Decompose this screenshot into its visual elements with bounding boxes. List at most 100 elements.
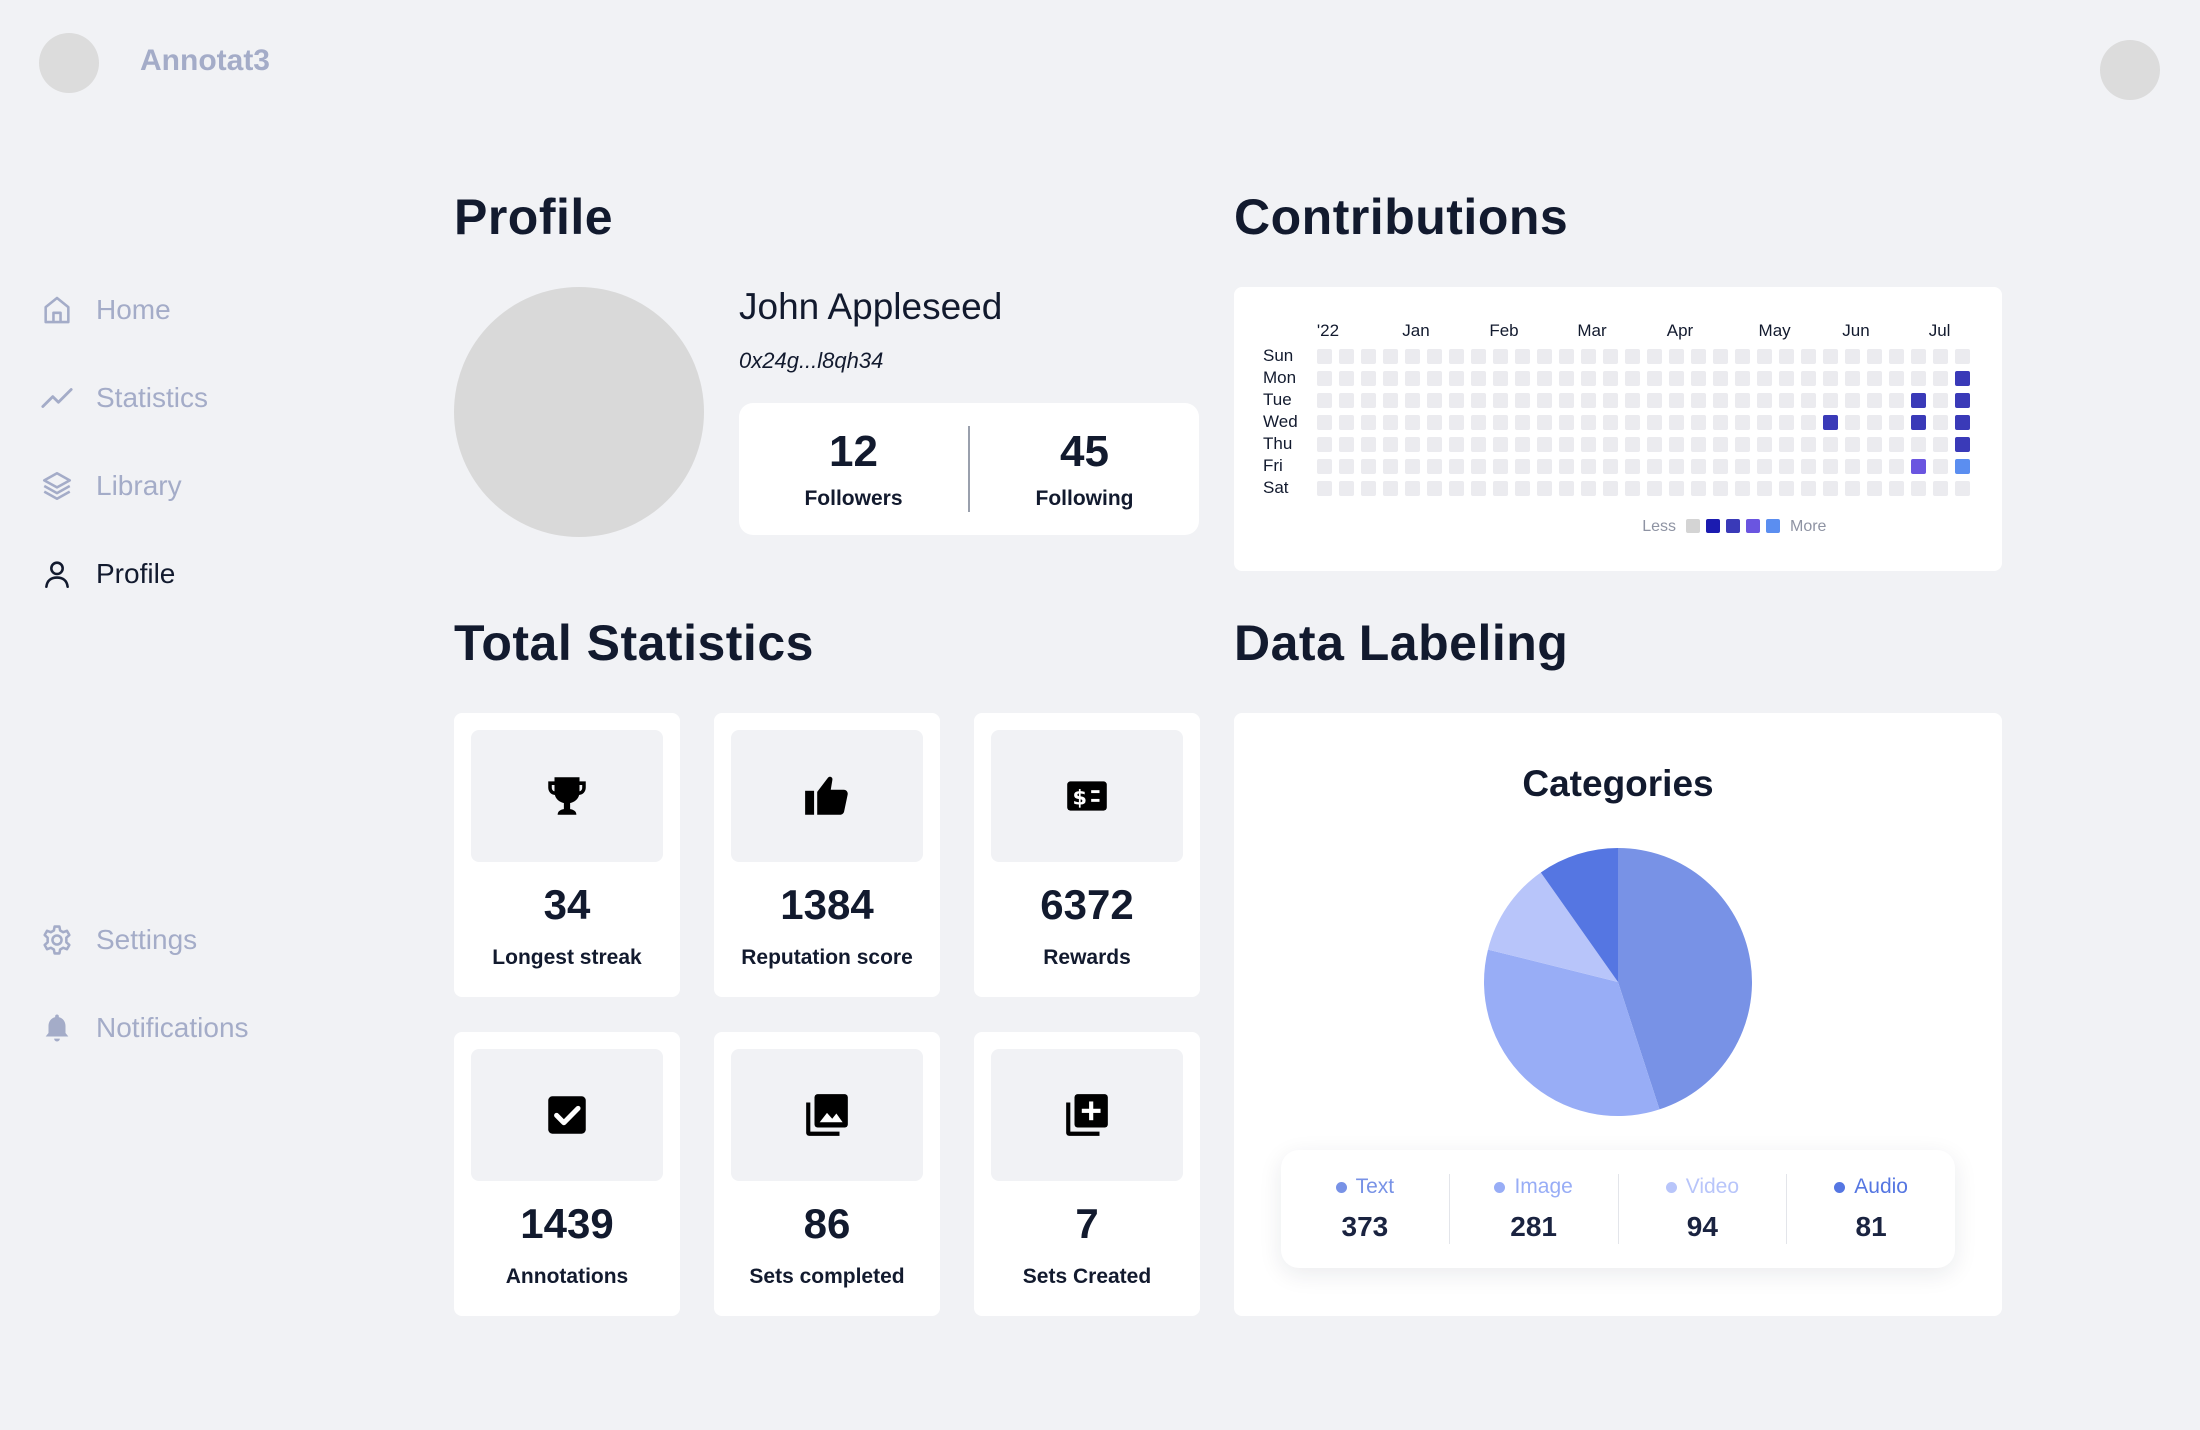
contribution-cell[interactable] — [1735, 349, 1750, 364]
contribution-cell[interactable] — [1471, 481, 1486, 496]
contribution-cell[interactable] — [1801, 481, 1816, 496]
contribution-cell[interactable] — [1691, 349, 1706, 364]
contribution-cell[interactable] — [1867, 371, 1882, 386]
pie-slice-audio[interactable] — [1540, 848, 1618, 982]
contribution-cell[interactable] — [1801, 349, 1816, 364]
contribution-cell[interactable] — [1339, 437, 1354, 452]
contribution-cell[interactable] — [1383, 393, 1398, 408]
contribution-cell[interactable] — [1603, 437, 1618, 452]
contribution-cell[interactable] — [1691, 415, 1706, 430]
contribution-cell[interactable] — [1537, 459, 1552, 474]
contribution-cell[interactable] — [1405, 459, 1420, 474]
contribution-cell[interactable] — [1669, 415, 1684, 430]
contribution-cell[interactable] — [1603, 349, 1618, 364]
contribution-cell[interactable] — [1339, 371, 1354, 386]
contribution-cell[interactable] — [1339, 459, 1354, 474]
contribution-cell[interactable] — [1801, 415, 1816, 430]
contribution-cell[interactable] — [1713, 481, 1728, 496]
contribution-cell[interactable] — [1581, 481, 1596, 496]
contribution-cell[interactable] — [1845, 349, 1860, 364]
contribution-cell[interactable] — [1823, 459, 1838, 474]
contribution-cell[interactable] — [1757, 415, 1772, 430]
contribution-cell[interactable] — [1471, 459, 1486, 474]
contribution-cell[interactable] — [1317, 437, 1332, 452]
contribution-cell[interactable] — [1559, 415, 1574, 430]
contribution-cell[interactable] — [1933, 437, 1948, 452]
contribution-cell[interactable] — [1515, 459, 1530, 474]
contribution-cell[interactable] — [1779, 393, 1794, 408]
contribution-cell[interactable] — [1845, 437, 1860, 452]
sidebar-item-settings[interactable]: Settings — [40, 923, 197, 957]
contribution-cell[interactable] — [1757, 459, 1772, 474]
contribution-cell[interactable] — [1317, 459, 1332, 474]
contribution-cell[interactable] — [1845, 481, 1860, 496]
contribution-cell[interactable] — [1735, 459, 1750, 474]
contribution-cell[interactable] — [1581, 415, 1596, 430]
contribution-cell[interactable] — [1471, 349, 1486, 364]
contribution-cell[interactable] — [1955, 437, 1970, 452]
contribution-cell[interactable] — [1603, 371, 1618, 386]
contribution-cell[interactable] — [1361, 371, 1376, 386]
contribution-cell[interactable] — [1823, 481, 1838, 496]
contribution-cell[interactable] — [1559, 437, 1574, 452]
contribution-cell[interactable] — [1911, 415, 1926, 430]
contribution-cell[interactable] — [1559, 481, 1574, 496]
contribution-cell[interactable] — [1801, 371, 1816, 386]
contribution-cell[interactable] — [1713, 349, 1728, 364]
contribution-cell[interactable] — [1515, 349, 1530, 364]
contribution-cell[interactable] — [1713, 415, 1728, 430]
contribution-cell[interactable] — [1933, 371, 1948, 386]
sidebar-item-profile[interactable]: Profile — [40, 557, 175, 591]
contribution-cell[interactable] — [1823, 415, 1838, 430]
contribution-cell[interactable] — [1383, 371, 1398, 386]
contribution-cell[interactable] — [1625, 393, 1640, 408]
contribution-cell[interactable] — [1537, 415, 1552, 430]
contribution-cell[interactable] — [1625, 371, 1640, 386]
contribution-cell[interactable] — [1867, 349, 1882, 364]
contribution-cell[interactable] — [1581, 393, 1596, 408]
contribution-cell[interactable] — [1779, 415, 1794, 430]
contribution-cell[interactable] — [1889, 437, 1904, 452]
contribution-cell[interactable] — [1823, 371, 1838, 386]
contribution-cell[interactable] — [1779, 459, 1794, 474]
contribution-cell[interactable] — [1911, 481, 1926, 496]
app-logo[interactable] — [39, 33, 99, 93]
contribution-cell[interactable] — [1449, 371, 1464, 386]
contribution-cell[interactable] — [1339, 349, 1354, 364]
contribution-cell[interactable] — [1955, 371, 1970, 386]
sidebar-item-home[interactable]: Home — [40, 293, 171, 327]
followers-stat[interactable]: 12 Followers — [739, 427, 968, 511]
following-stat[interactable]: 45 Following — [970, 427, 1199, 511]
contribution-cell[interactable] — [1757, 393, 1772, 408]
contribution-cell[interactable] — [1515, 393, 1530, 408]
contribution-cell[interactable] — [1779, 371, 1794, 386]
contribution-cell[interactable] — [1867, 393, 1882, 408]
contribution-cell[interactable] — [1757, 349, 1772, 364]
contribution-cell[interactable] — [1537, 349, 1552, 364]
contribution-cell[interactable] — [1911, 349, 1926, 364]
contribution-cell[interactable] — [1933, 459, 1948, 474]
contribution-cell[interactable] — [1647, 349, 1662, 364]
contribution-cell[interactable] — [1515, 371, 1530, 386]
contribution-cell[interactable] — [1933, 393, 1948, 408]
contribution-cell[interactable] — [1955, 415, 1970, 430]
contribution-cell[interactable] — [1427, 371, 1442, 386]
contribution-cell[interactable] — [1603, 415, 1618, 430]
contribution-cell[interactable] — [1493, 415, 1508, 430]
contribution-cell[interactable] — [1669, 371, 1684, 386]
contribution-cell[interactable] — [1427, 393, 1442, 408]
sidebar-item-statistics[interactable]: Statistics — [40, 381, 208, 415]
contribution-cell[interactable] — [1559, 349, 1574, 364]
contribution-cell[interactable] — [1361, 415, 1376, 430]
contribution-cell[interactable] — [1361, 459, 1376, 474]
contribution-cell[interactable] — [1493, 349, 1508, 364]
contribution-cell[interactable] — [1647, 437, 1662, 452]
contribution-cell[interactable] — [1603, 481, 1618, 496]
contribution-cell[interactable] — [1889, 371, 1904, 386]
contribution-cell[interactable] — [1515, 437, 1530, 452]
contribution-cell[interactable] — [1669, 459, 1684, 474]
profile-avatar[interactable] — [454, 287, 704, 537]
contribution-cell[interactable] — [1889, 393, 1904, 408]
contribution-cell[interactable] — [1317, 371, 1332, 386]
contribution-cell[interactable] — [1471, 415, 1486, 430]
